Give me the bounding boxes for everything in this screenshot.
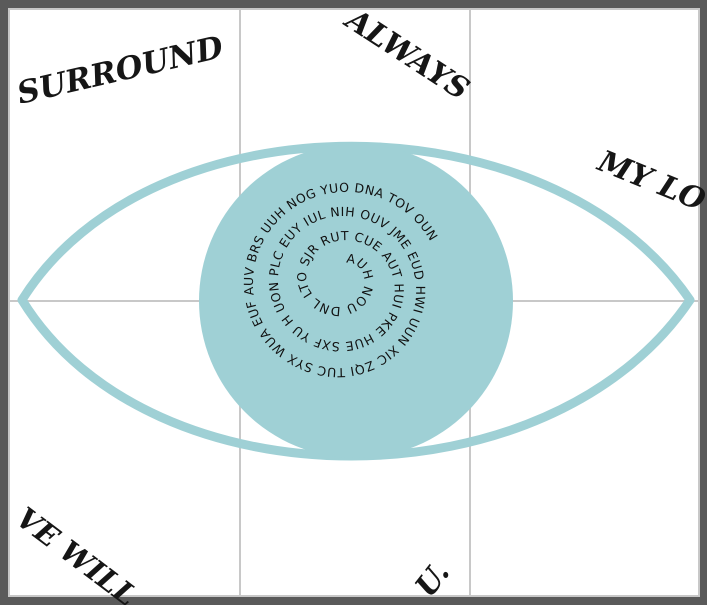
tile-6[interactable] — [469, 300, 700, 597]
eye-outline — [17, 141, 695, 461]
eye-iris — [199, 144, 513, 458]
